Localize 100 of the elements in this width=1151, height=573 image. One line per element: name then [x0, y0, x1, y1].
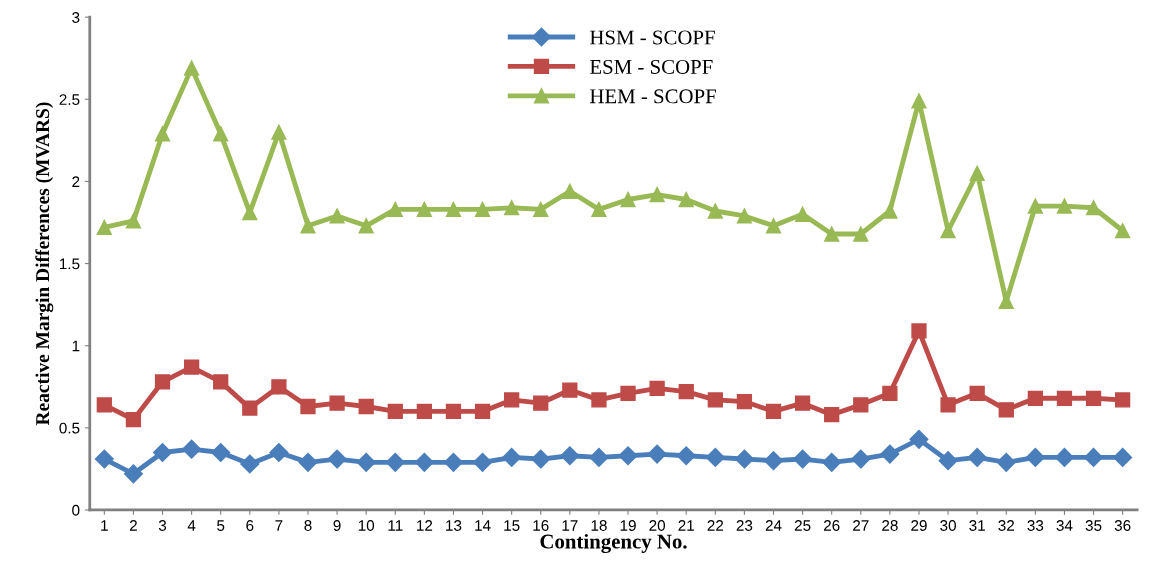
point	[1027, 390, 1043, 406]
point	[591, 392, 607, 408]
point	[358, 218, 374, 234]
x-tick-label: 25	[794, 520, 811, 531]
point	[736, 208, 753, 224]
point	[1115, 392, 1131, 408]
x-tick-label: 35	[1085, 520, 1102, 531]
point	[589, 447, 609, 467]
x-tick-label: 14	[475, 520, 491, 531]
point	[647, 444, 667, 464]
x-tick-label: 1	[101, 520, 108, 531]
point	[358, 398, 374, 415]
y-tick-label: 2	[72, 176, 80, 187]
point	[502, 447, 522, 467]
point	[793, 449, 813, 469]
point	[940, 397, 956, 413]
point	[676, 446, 696, 466]
point	[562, 183, 578, 199]
point	[445, 403, 462, 420]
point	[649, 380, 665, 397]
point	[620, 191, 636, 208]
point	[269, 442, 289, 463]
point	[240, 454, 260, 474]
point	[1025, 447, 1045, 467]
point	[154, 374, 171, 390]
point	[880, 444, 900, 464]
point	[125, 411, 142, 428]
x-tick-label: 27	[853, 520, 869, 531]
point	[474, 201, 491, 218]
point	[504, 200, 520, 216]
point	[649, 186, 665, 203]
point	[416, 201, 433, 218]
x-tick-label: 18	[591, 520, 607, 531]
x-axis-title: Contingency No.	[540, 533, 687, 553]
legend-label: HEM - SCOPF	[589, 89, 716, 104]
point	[911, 93, 927, 109]
point	[794, 395, 811, 411]
point	[298, 452, 318, 472]
x-tick-label: 31	[969, 520, 985, 531]
point	[678, 191, 694, 208]
x-tick-label: 11	[388, 520, 403, 531]
point	[591, 201, 607, 218]
x-tick-label: 17	[562, 520, 578, 531]
point	[882, 203, 898, 219]
x-tick-label: 4	[187, 520, 196, 531]
point	[851, 449, 871, 469]
point	[445, 201, 462, 218]
point	[1056, 390, 1073, 406]
x-tick-label: 10	[358, 520, 375, 531]
point	[678, 384, 694, 400]
point	[822, 452, 842, 472]
point	[562, 382, 578, 398]
point	[1085, 200, 1102, 216]
point	[414, 452, 434, 472]
point	[707, 392, 723, 408]
point	[763, 451, 784, 471]
x-tick-label: 7	[275, 520, 283, 531]
point	[387, 201, 403, 218]
y-tick-label: 0.5	[59, 422, 80, 434]
point	[996, 452, 1016, 472]
x-tick-label: 28	[882, 520, 898, 531]
point	[504, 392, 520, 408]
x-tick-label: 24	[765, 520, 782, 531]
x-tick-label: 26	[823, 520, 840, 531]
x-tick-label: 34	[1056, 520, 1073, 531]
point	[385, 452, 405, 472]
point	[154, 126, 171, 142]
y-tick-label: 0	[72, 504, 80, 516]
point	[123, 464, 143, 484]
point	[533, 395, 549, 411]
point	[531, 449, 551, 469]
point	[387, 403, 403, 420]
point	[533, 201, 549, 218]
point	[1115, 223, 1131, 239]
y-tick-label: 1	[72, 340, 80, 352]
x-tick-label: 32	[998, 520, 1014, 531]
point	[969, 165, 985, 181]
x-tick-label: 16	[533, 520, 549, 531]
point	[443, 452, 463, 472]
point	[329, 208, 345, 224]
point	[824, 226, 840, 242]
point	[329, 395, 345, 411]
point	[911, 323, 927, 339]
point	[125, 213, 142, 229]
point	[300, 398, 316, 415]
legend-label: ESM - SCOPF	[589, 59, 713, 74]
point	[182, 439, 202, 459]
point	[969, 385, 985, 401]
point	[473, 452, 493, 472]
point	[213, 374, 229, 390]
point	[211, 442, 231, 463]
x-tick-label: 3	[158, 520, 167, 531]
point	[707, 203, 723, 219]
x-tick-label: 6	[246, 520, 254, 531]
point	[327, 449, 347, 469]
x-tick-label: 9	[333, 520, 341, 531]
point	[1027, 198, 1043, 214]
x-tick-label: 2	[129, 520, 137, 531]
x-tick-label: 30	[940, 520, 956, 531]
point	[1054, 447, 1074, 467]
